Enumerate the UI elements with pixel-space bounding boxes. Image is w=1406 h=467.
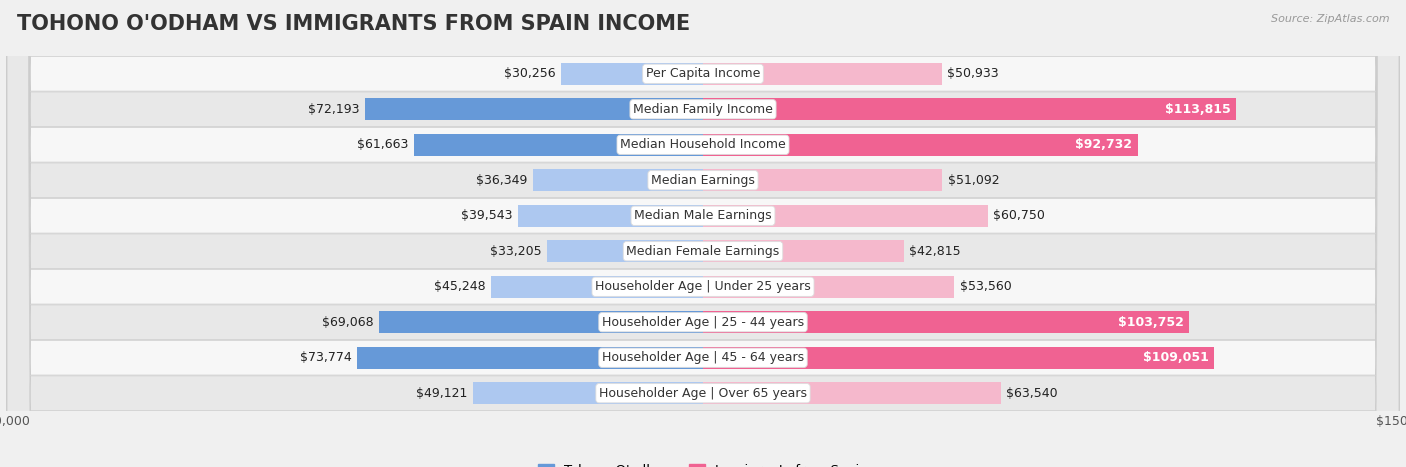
FancyBboxPatch shape [7, 0, 1399, 467]
FancyBboxPatch shape [7, 0, 1399, 467]
Text: Householder Age | 25 - 44 years: Householder Age | 25 - 44 years [602, 316, 804, 329]
Text: $30,256: $30,256 [503, 67, 555, 80]
Text: Median Household Income: Median Household Income [620, 138, 786, 151]
Bar [703, 63, 942, 85]
Text: $60,750: $60,750 [993, 209, 1045, 222]
Text: Source: ZipAtlas.com: Source: ZipAtlas.com [1271, 14, 1389, 24]
Text: $72,193: $72,193 [308, 103, 359, 116]
Bar [547, 240, 703, 262]
Bar [357, 347, 703, 369]
FancyBboxPatch shape [7, 0, 1399, 467]
FancyBboxPatch shape [7, 0, 1399, 467]
Bar [703, 98, 1236, 120]
Text: $36,349: $36,349 [475, 174, 527, 187]
Text: $33,205: $33,205 [491, 245, 541, 258]
Bar [561, 63, 703, 85]
Bar [703, 240, 904, 262]
Text: Householder Age | Over 65 years: Householder Age | Over 65 years [599, 387, 807, 400]
Text: $42,815: $42,815 [910, 245, 960, 258]
Text: $92,732: $92,732 [1076, 138, 1132, 151]
Text: $50,933: $50,933 [948, 67, 998, 80]
Text: Median Male Earnings: Median Male Earnings [634, 209, 772, 222]
Text: Median Female Earnings: Median Female Earnings [627, 245, 779, 258]
Text: $51,092: $51,092 [948, 174, 1000, 187]
Text: $63,540: $63,540 [1007, 387, 1059, 400]
Text: $53,560: $53,560 [960, 280, 1011, 293]
Bar [472, 382, 703, 404]
Text: $109,051: $109,051 [1143, 351, 1209, 364]
Bar [491, 276, 703, 298]
Bar [703, 311, 1189, 333]
FancyBboxPatch shape [7, 0, 1399, 467]
Text: Median Family Income: Median Family Income [633, 103, 773, 116]
Text: $69,068: $69,068 [322, 316, 374, 329]
Text: $73,774: $73,774 [299, 351, 352, 364]
Bar [703, 169, 942, 191]
Bar [703, 347, 1215, 369]
FancyBboxPatch shape [7, 0, 1399, 467]
Bar [364, 98, 703, 120]
Text: $45,248: $45,248 [433, 280, 485, 293]
Text: Median Earnings: Median Earnings [651, 174, 755, 187]
Bar [380, 311, 703, 333]
Text: Householder Age | 45 - 64 years: Householder Age | 45 - 64 years [602, 351, 804, 364]
Text: $103,752: $103,752 [1118, 316, 1184, 329]
Legend: Tohono O'odham, Immigrants from Spain: Tohono O'odham, Immigrants from Spain [533, 459, 873, 467]
Bar [703, 382, 1001, 404]
Text: $49,121: $49,121 [416, 387, 467, 400]
Bar [703, 205, 987, 227]
FancyBboxPatch shape [7, 0, 1399, 467]
FancyBboxPatch shape [7, 0, 1399, 467]
Bar [413, 134, 703, 156]
Bar [703, 134, 1137, 156]
FancyBboxPatch shape [7, 0, 1399, 467]
Text: Householder Age | Under 25 years: Householder Age | Under 25 years [595, 280, 811, 293]
Text: $61,663: $61,663 [357, 138, 408, 151]
Text: TOHONO O'ODHAM VS IMMIGRANTS FROM SPAIN INCOME: TOHONO O'ODHAM VS IMMIGRANTS FROM SPAIN … [17, 14, 690, 34]
Text: Per Capita Income: Per Capita Income [645, 67, 761, 80]
Bar [517, 205, 703, 227]
Text: $39,543: $39,543 [461, 209, 512, 222]
Bar [533, 169, 703, 191]
Text: $113,815: $113,815 [1166, 103, 1230, 116]
Bar [703, 276, 955, 298]
FancyBboxPatch shape [7, 0, 1399, 467]
